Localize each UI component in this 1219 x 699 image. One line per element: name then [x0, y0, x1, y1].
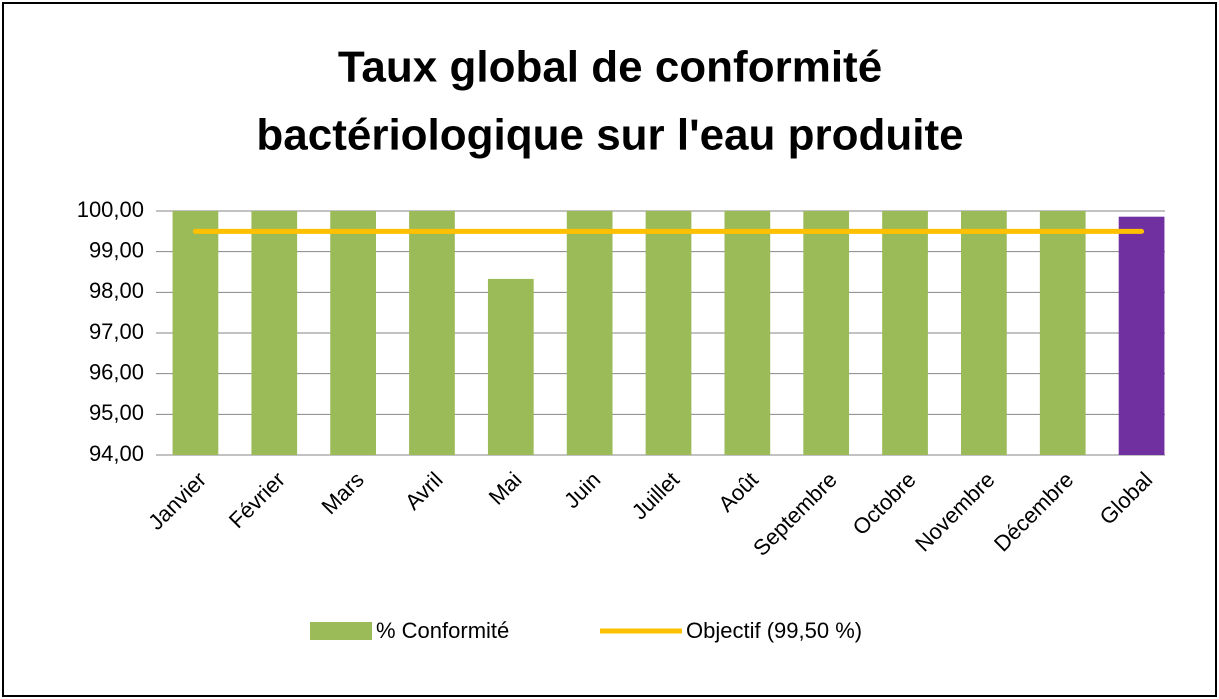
chart-title: Taux global de conformité	[338, 43, 882, 92]
legend-label: % Conformité	[376, 618, 509, 643]
y-tick-label: 99,00	[89, 237, 144, 262]
bar	[330, 211, 376, 455]
y-tick-label: 98,00	[89, 278, 144, 303]
bar	[1039, 211, 1086, 455]
bar	[724, 211, 771, 455]
bar	[645, 211, 692, 455]
y-tick-label: 96,00	[89, 359, 144, 384]
y-tick-label: 95,00	[89, 400, 144, 425]
chart-title: bactériologique sur l'eau produite	[256, 111, 963, 160]
bar	[172, 211, 219, 455]
bar	[882, 211, 928, 455]
bar	[1118, 216, 1165, 455]
bar	[251, 211, 298, 455]
bar	[961, 211, 1007, 455]
bar	[409, 211, 455, 455]
y-tick-label: 94,00	[89, 441, 144, 466]
bar	[566, 211, 613, 455]
bar	[487, 278, 534, 455]
legend-swatch	[310, 622, 372, 640]
legend-label: Objectif (99,50 %)	[686, 618, 862, 643]
y-tick-label: 100,00	[77, 197, 144, 222]
y-tick-label: 97,00	[89, 319, 144, 344]
bar	[803, 211, 850, 455]
